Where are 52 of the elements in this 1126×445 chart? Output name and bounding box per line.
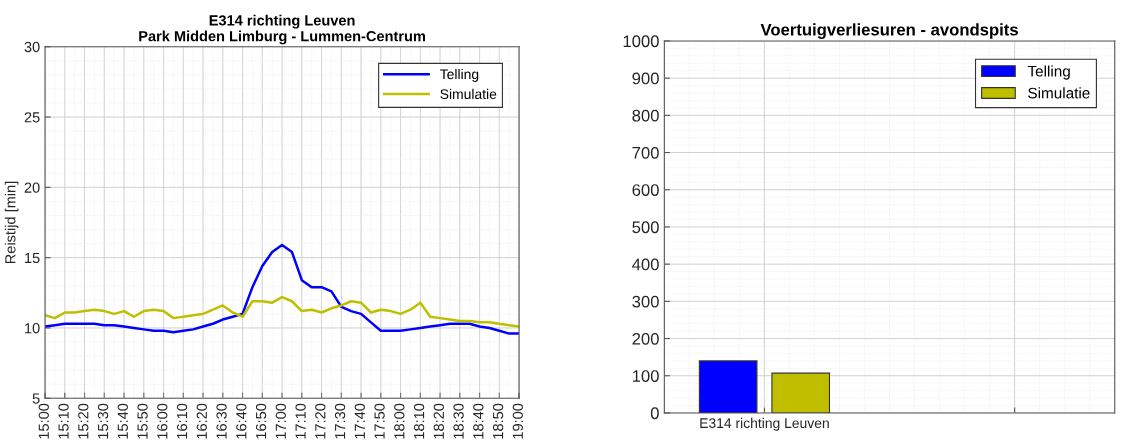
- y-tick-label: 15: [25, 252, 40, 264]
- legend-label: Simulatie: [440, 88, 497, 100]
- y-tick-label: 0: [650, 407, 659, 420]
- x-tick-label: 16:00: [157, 403, 168, 439]
- y-tick-label: 300: [632, 295, 659, 308]
- x-tick-label: 18:50: [492, 403, 504, 439]
- y-axis-title: Reistijd [min]: [4, 181, 19, 264]
- y-tick-label: 200: [632, 332, 659, 345]
- legend-label: Telling: [1027, 65, 1070, 80]
- y-tick-label: 400: [632, 258, 659, 271]
- x-tick-label: 17:10: [295, 403, 306, 439]
- x-tick-label: 15:50: [137, 403, 148, 439]
- x-tick-label: 16:30: [216, 403, 227, 439]
- legend-label: Simulatie: [1028, 87, 1090, 99]
- y-tick-label: 800: [632, 109, 659, 122]
- y-tick-label: 600: [632, 184, 659, 196]
- x-tick-label: 17:50: [374, 403, 385, 439]
- x-tick-label: 16:10: [176, 403, 188, 439]
- x-tick-label: 17:40: [354, 403, 365, 439]
- line-series: [45, 243, 520, 335]
- x-tick-label: 17:30: [334, 403, 346, 439]
- legend-label: Telling: [440, 68, 479, 82]
- y-tick-label: 500: [632, 221, 659, 234]
- x-tick-label: 16:20: [196, 403, 207, 439]
- x-tick-label: 15:20: [78, 403, 89, 439]
- y-tick-label: 10: [25, 323, 40, 334]
- y-tick-label: 25: [24, 112, 40, 123]
- x-tick-label: 18:00: [394, 403, 405, 439]
- y-tick-label: 1000: [623, 35, 659, 48]
- x-tick-label: 18:20: [433, 403, 444, 439]
- x-tick-label: 15:10: [58, 403, 69, 439]
- line-series: [45, 295, 520, 328]
- y-tick-label: 100: [632, 370, 659, 382]
- y-tick-label: 700: [632, 146, 659, 159]
- y-tick-label: 30: [24, 41, 40, 53]
- x-tick-label: 15:40: [117, 403, 128, 439]
- x-tick-label: 18:10: [413, 403, 425, 439]
- x-tick-label: 16:50: [255, 403, 267, 439]
- x-tick-label: 16:40: [236, 403, 247, 439]
- x-tick-label: E314 richting Leuven: [700, 417, 829, 431]
- chart-title: E314 richting Leuven Park Midden Limburg - Lummen-Centrum: [139, 14, 425, 45]
- x-tick-label: 15:30: [97, 403, 109, 439]
- y-tick-label: 900: [632, 72, 659, 85]
- chart-title: Voertuigverliesuren - avondspits: [760, 23, 1018, 39]
- x-tick-label: 15:00: [38, 403, 49, 439]
- x-tick-label: 18:30: [453, 403, 464, 439]
- y-tick-label: 5: [32, 393, 40, 404]
- x-tick-label: 17:20: [315, 403, 326, 439]
- x-tick-label: 17:00: [275, 403, 286, 439]
- x-tick-label: 19:00: [512, 403, 523, 439]
- x-tick-label: 18:40: [473, 403, 484, 439]
- y-tick-label: 20: [24, 182, 40, 193]
